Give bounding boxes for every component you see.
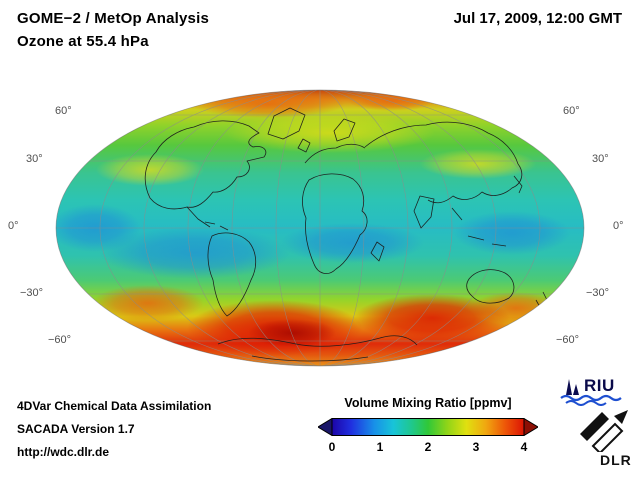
lat-label-left-m60: −60° xyxy=(48,334,72,346)
colorbar-tick-1: 1 xyxy=(376,440,384,454)
riu-wave-icon xyxy=(560,394,622,402)
credit-line-url: http://wdc.dlr.de xyxy=(17,445,109,459)
dlr-arrow-icon xyxy=(614,410,628,424)
lat-label-right-m60: −60° xyxy=(556,334,580,346)
lat-label-right-m30: −30° xyxy=(586,287,610,299)
riu-logo-graphic xyxy=(560,379,622,406)
riu-spire-icon xyxy=(566,379,572,395)
colorbar-arrow-low xyxy=(318,418,333,436)
dlr-logo-emblem xyxy=(580,410,628,452)
graticule xyxy=(56,90,584,366)
colorbar-tick-3: 3 xyxy=(472,440,480,454)
map-outline xyxy=(55,89,585,367)
colorbar: Volume Mixing Ratio [ppmv] 0 1 2 3 4 xyxy=(318,396,538,458)
riu-logo: RIU xyxy=(558,376,632,406)
ozone-field xyxy=(56,90,584,366)
lat-label-right-30: 30° xyxy=(592,153,609,165)
coastlines xyxy=(144,107,548,362)
timestamp: Jul 17, 2009, 12:00 GMT xyxy=(453,10,622,27)
lat-label-right-0: 0° xyxy=(613,220,624,232)
lat-label-left-60: 60° xyxy=(55,105,72,117)
lat-label-left-0: 0° xyxy=(8,220,19,232)
page-title: GOME−2 / MetOp Analysis xyxy=(17,10,210,27)
colorbar-title: Volume Mixing Ratio [ppmv] xyxy=(344,396,512,410)
colorbar-tick-0: 0 xyxy=(328,440,336,454)
riu-logo-text: RIU xyxy=(584,376,615,395)
dlr-logo-text: DLR xyxy=(600,452,632,468)
dlr-logo: DLR xyxy=(576,408,636,470)
colorbar-ramp xyxy=(331,418,525,436)
colorbar-gradient xyxy=(318,418,538,436)
dlr-wing-icon xyxy=(580,412,609,441)
credit-line-version: SACADA Version 1.7 xyxy=(17,422,135,436)
dlr-wing-outline-icon xyxy=(591,422,624,452)
lat-label-left-m30: −30° xyxy=(20,287,44,299)
colorbar-arrow-high xyxy=(523,418,538,436)
credit-line-assimilation: 4DVar Chemical Data Assimilation xyxy=(17,399,212,413)
colorbar-tick-4: 4 xyxy=(520,440,528,454)
page-subtitle: Ozone at 55.4 hPa xyxy=(17,33,149,50)
riu-wave-icon-2 xyxy=(565,400,607,406)
lat-label-right-60: 60° xyxy=(563,105,580,117)
colorbar-tick-2: 2 xyxy=(424,440,432,454)
lat-label-left-30: 30° xyxy=(26,153,43,165)
riu-spire-icon-2 xyxy=(573,384,579,395)
